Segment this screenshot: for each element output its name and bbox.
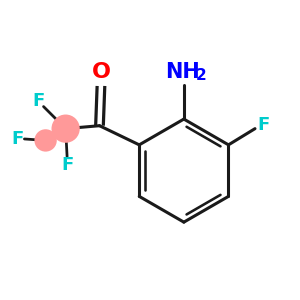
Text: NH: NH: [165, 62, 200, 82]
Text: O: O: [92, 62, 110, 82]
Circle shape: [34, 129, 57, 152]
Circle shape: [52, 115, 80, 143]
Text: F: F: [12, 130, 24, 148]
Text: F: F: [32, 92, 44, 110]
Text: 2: 2: [196, 68, 206, 83]
Text: F: F: [257, 116, 269, 134]
Text: F: F: [61, 157, 73, 175]
